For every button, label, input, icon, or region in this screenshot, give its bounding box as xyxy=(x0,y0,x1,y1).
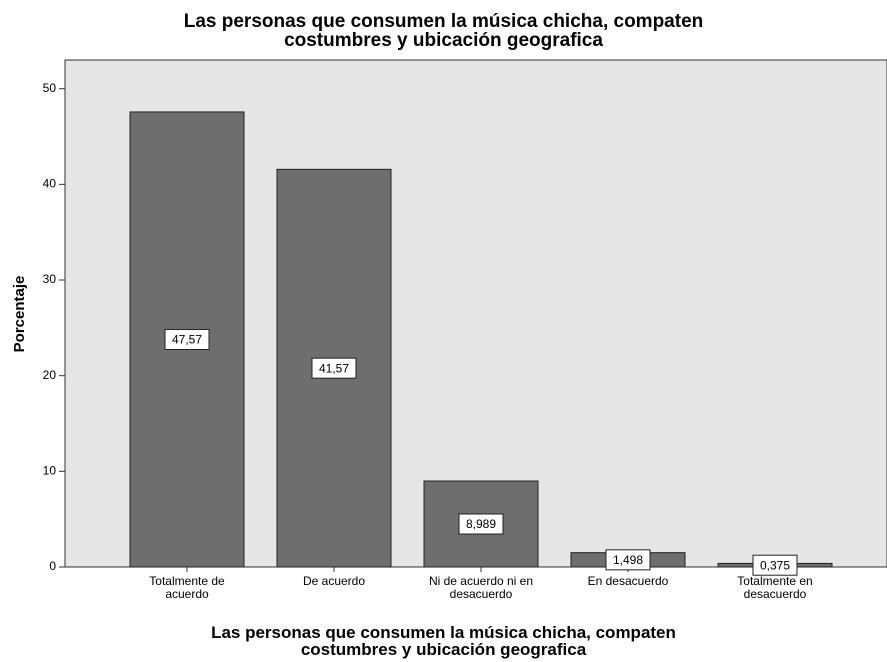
value-label: 47,57 xyxy=(172,333,202,347)
value-label-box xyxy=(752,554,798,576)
y-tick-label: 30 xyxy=(43,272,57,286)
value-label-box xyxy=(311,357,357,379)
y-tick-label: 40 xyxy=(43,177,57,191)
x-tick-label: Totalmente de acuerdo xyxy=(149,574,225,601)
x-tick-label: De acuerdo xyxy=(302,574,366,588)
value-label: 0,375 xyxy=(760,558,790,572)
value-label-box xyxy=(605,549,651,571)
value-label-box xyxy=(458,513,504,535)
chart-title: Las personas que consumen la música chic… xyxy=(183,11,704,51)
y-tick-label: 50 xyxy=(43,81,57,95)
value-label: 41,57 xyxy=(319,361,349,375)
y-axis-title: Porcentaje xyxy=(11,276,28,353)
x-tick-label: Totalmente en desacuerdo xyxy=(737,574,813,601)
x-tick-label: Ni de acuerdo ni en desacuerdo xyxy=(428,574,534,601)
value-label: 8,989 xyxy=(466,517,496,531)
value-label: 1,498 xyxy=(613,553,643,567)
x-axis-title: Las personas que consumen la música chic… xyxy=(211,623,676,659)
y-tick-label: 0 xyxy=(49,559,56,573)
value-label-box xyxy=(164,328,210,350)
x-tick-label: En desacuerdo xyxy=(587,574,669,588)
y-tick-label: 10 xyxy=(43,464,57,478)
y-tick-label: 20 xyxy=(43,368,57,382)
